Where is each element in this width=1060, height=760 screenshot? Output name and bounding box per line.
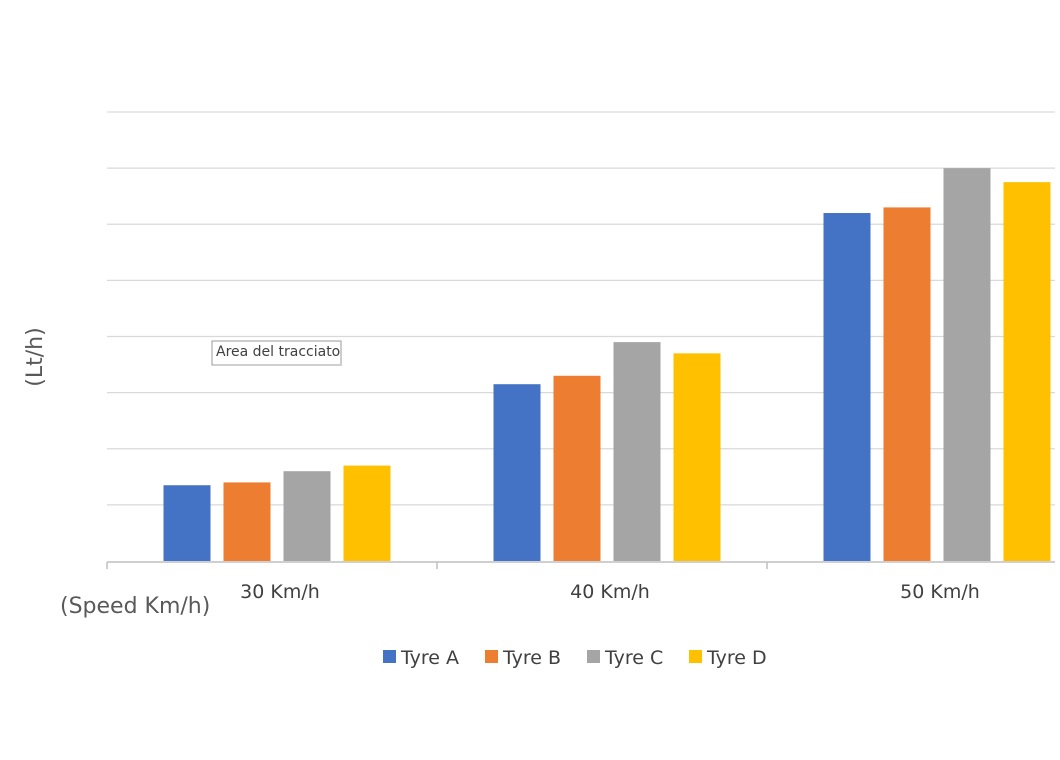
- legend-label: Tyre A: [400, 647, 459, 669]
- tooltip-text: Area del tracciato: [216, 344, 340, 360]
- legend: Tyre A Tyre B Tyre C Tyre D: [383, 647, 767, 669]
- legend-swatch: [485, 650, 498, 663]
- x-tick-label: 30 Km/h: [240, 581, 320, 603]
- bar-tyre-d-3: [1003, 182, 1051, 561]
- bar-tyre-b-1: [223, 482, 271, 561]
- plot-area-tooltip: Area del tracciato: [211, 340, 342, 366]
- x-tick-labels: 30 Km/h 40 Km/h 50 Km/h: [240, 581, 980, 603]
- legend-label: Tyre C: [604, 647, 663, 669]
- bar-tyre-a-3: [823, 213, 871, 561]
- bar-tyre-c-1: [283, 471, 331, 561]
- x-tick-label: 50 Km/h: [900, 581, 980, 603]
- x-axis-title: (Speed Km/h): [60, 594, 210, 619]
- bar-tyre-c-2: [613, 342, 661, 561]
- tooltip-shadow: [214, 364, 342, 366]
- bar-tyre-b-2: [553, 375, 601, 561]
- legend-label: Tyre D: [706, 647, 767, 669]
- bar-tyre-a-1: [163, 485, 211, 561]
- bar-tyre-a-2: [493, 384, 541, 561]
- bar-tyre-d-2: [673, 353, 721, 561]
- x-tick-label: 40 Km/h: [570, 581, 650, 603]
- legend-label: Tyre B: [502, 647, 561, 669]
- legend-swatch: [383, 650, 396, 663]
- bar-tyre-c-3: [943, 168, 991, 561]
- y-axis-title: (Lt/h): [23, 327, 48, 386]
- legend-swatch: [689, 650, 702, 663]
- x-axis: [106, 561, 1055, 569]
- bars: [163, 168, 1051, 561]
- bar-tyre-b-3: [883, 207, 931, 561]
- bar-tyre-d-1: [343, 465, 391, 561]
- legend-swatch: [587, 650, 600, 663]
